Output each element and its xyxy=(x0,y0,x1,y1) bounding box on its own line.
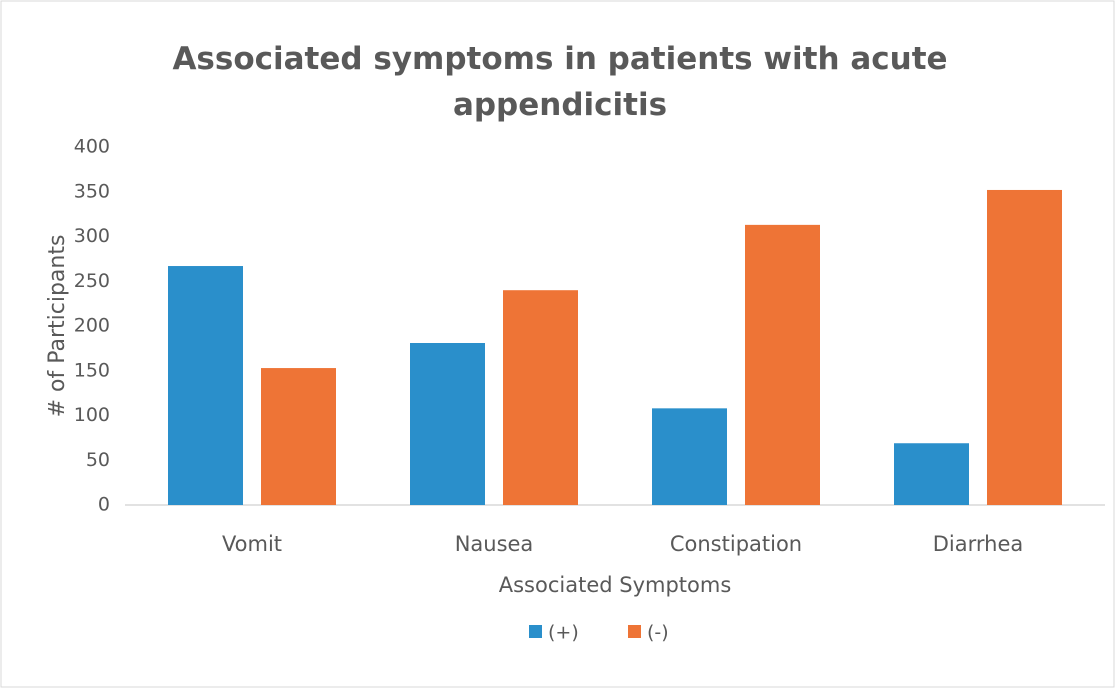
bar xyxy=(261,368,336,505)
legend-swatch xyxy=(529,625,542,638)
bar xyxy=(410,343,485,505)
y-tick-label: 400 xyxy=(74,136,110,158)
x-tick-label: Nausea xyxy=(455,532,534,556)
x-axis-title: Associated Symptoms xyxy=(499,573,732,597)
x-tick-label: Constipation xyxy=(670,532,802,556)
x-tick-label: Vomit xyxy=(222,532,282,556)
bar xyxy=(168,266,243,505)
y-tick-label: 350 xyxy=(74,180,110,202)
bar xyxy=(503,290,578,505)
chart-title: Associated symptoms in patients with acu… xyxy=(172,41,948,123)
bar xyxy=(987,189,1062,505)
legend-label: (-) xyxy=(647,622,669,644)
legend-swatch xyxy=(628,625,641,638)
y-tick-label: 200 xyxy=(74,315,110,337)
y-tick-label: 100 xyxy=(74,404,110,426)
y-tick-label: 50 xyxy=(86,449,110,471)
y-tick-label: 300 xyxy=(74,225,110,247)
bar xyxy=(652,408,727,505)
x-tick-label: Diarrhea xyxy=(933,532,1024,556)
y-tick-label: 0 xyxy=(98,494,110,516)
bar xyxy=(745,224,820,506)
bar xyxy=(894,443,969,505)
y-axis-title: # of Participants xyxy=(45,235,70,418)
y-tick-label: 250 xyxy=(74,270,110,292)
y-tick-label: 150 xyxy=(74,359,110,381)
legend-label: (+) xyxy=(548,622,579,644)
